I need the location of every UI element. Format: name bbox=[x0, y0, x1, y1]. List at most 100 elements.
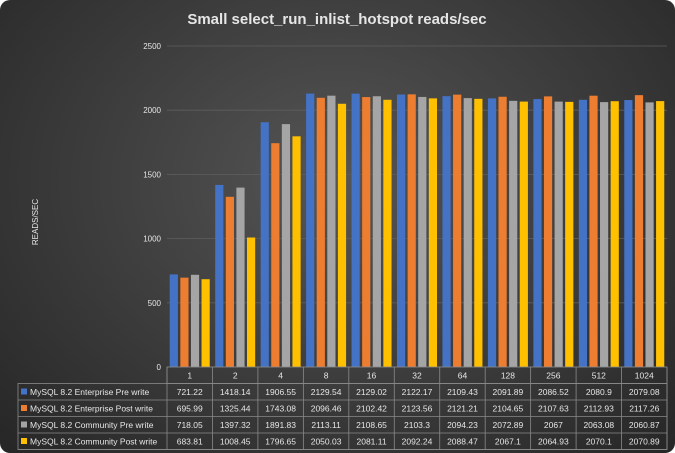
bar-2-7 bbox=[509, 100, 518, 367]
bar-2-9 bbox=[600, 102, 609, 367]
data-label: 2121.21 bbox=[447, 404, 478, 414]
legend-entry: MySQL 8.2 Community Post write bbox=[30, 437, 157, 447]
bar-1-2 bbox=[271, 143, 280, 367]
data-label: 1891.83 bbox=[265, 420, 296, 430]
data-label: 1906.55 bbox=[265, 387, 296, 397]
x-tick-label: 1024 bbox=[635, 371, 654, 381]
bar-1-6 bbox=[453, 94, 462, 368]
data-label: 2104.65 bbox=[493, 404, 524, 414]
bar-0-3 bbox=[306, 93, 315, 367]
y-tick-label: 0 bbox=[157, 363, 162, 372]
bar-1-7 bbox=[498, 96, 507, 367]
data-label: 2072.89 bbox=[493, 420, 524, 430]
bar-3-10 bbox=[656, 101, 665, 368]
bar-0-5 bbox=[397, 94, 406, 368]
x-tick-label: 128 bbox=[501, 371, 515, 381]
data-label: 2123.56 bbox=[402, 404, 433, 414]
bar-2-10 bbox=[645, 102, 654, 368]
data-label: 2060.87 bbox=[629, 420, 660, 430]
data-label: 2107.63 bbox=[538, 404, 569, 414]
bar-3-8 bbox=[565, 101, 574, 368]
data-label: 2050.03 bbox=[311, 437, 342, 447]
data-label: 721.22 bbox=[177, 387, 203, 397]
data-label: 2063.08 bbox=[583, 420, 614, 430]
data-label: 2091.89 bbox=[493, 387, 524, 397]
legend-swatch bbox=[21, 438, 27, 444]
data-label: 2070.89 bbox=[629, 437, 660, 447]
bar-1-5 bbox=[407, 94, 416, 367]
bar-2-8 bbox=[554, 101, 563, 367]
bar-2-0 bbox=[190, 274, 200, 367]
bar-2-4 bbox=[372, 96, 381, 368]
data-label: 2067 bbox=[544, 420, 563, 430]
y-tick-label: 1000 bbox=[143, 235, 161, 244]
bar-1-0 bbox=[180, 277, 189, 367]
x-tick-label: 32 bbox=[412, 371, 422, 381]
x-tick-label: 64 bbox=[458, 371, 468, 381]
bar-1-8 bbox=[543, 96, 553, 367]
y-tick-label: 1500 bbox=[143, 170, 161, 179]
legend-swatch bbox=[21, 421, 27, 428]
bar-0-2 bbox=[260, 122, 269, 368]
data-label: 2122.17 bbox=[402, 387, 433, 397]
data-label: 1397.32 bbox=[220, 420, 251, 430]
bar-3-6 bbox=[474, 98, 483, 367]
x-tick-label: 512 bbox=[592, 371, 606, 381]
chart-title: Small select_run_inlist_hotspot reads/se… bbox=[187, 11, 486, 28]
data-label: 2094.23 bbox=[447, 420, 478, 430]
bar-2-6 bbox=[463, 98, 472, 368]
bar-2-2 bbox=[281, 124, 291, 368]
x-tick-label: 4 bbox=[278, 371, 283, 381]
bar-3-1 bbox=[246, 237, 256, 367]
bar-0-6 bbox=[442, 96, 451, 368]
data-label: 1008.45 bbox=[220, 437, 251, 447]
bar-0-4 bbox=[351, 93, 360, 367]
bar-2-3 bbox=[327, 95, 336, 368]
bar-2-5 bbox=[418, 96, 427, 367]
bar-3-7 bbox=[519, 101, 528, 368]
bar-0-9 bbox=[578, 99, 588, 367]
data-label: 2070.1 bbox=[586, 437, 612, 447]
data-label: 2117.26 bbox=[629, 404, 659, 414]
x-tick-label: 16 bbox=[367, 371, 377, 381]
bar-3-2 bbox=[292, 136, 301, 367]
legend-swatch bbox=[21, 405, 27, 411]
bar-1-4 bbox=[362, 97, 371, 368]
bar-0-0 bbox=[169, 274, 178, 367]
y-axis-label: READS/SEC bbox=[31, 199, 40, 245]
data-label: 718.05 bbox=[177, 420, 203, 430]
legend-swatch bbox=[21, 388, 27, 395]
data-label: 2067.1 bbox=[495, 437, 521, 447]
y-tick-label: 2500 bbox=[143, 42, 161, 51]
y-tick-label: 2000 bbox=[143, 106, 161, 115]
bar-0-1 bbox=[215, 184, 224, 367]
data-label: 2096.46 bbox=[311, 404, 342, 414]
data-label: 2064.93 bbox=[538, 437, 569, 447]
data-label: 695.99 bbox=[177, 404, 203, 414]
y-tick-label: 500 bbox=[148, 299, 162, 308]
data-label: 2080.9 bbox=[586, 387, 612, 397]
legend-entry: MySQL 8.2 Community Pre write bbox=[30, 420, 154, 430]
bar-3-9 bbox=[610, 101, 619, 367]
bar-3-0 bbox=[201, 279, 210, 367]
data-label: 2086.52 bbox=[538, 387, 569, 397]
legend-entry: MySQL 8.2 Enterprise Pre write bbox=[30, 387, 149, 397]
data-label: 1796.65 bbox=[265, 437, 296, 447]
bar-3-3 bbox=[337, 103, 347, 367]
bar-3-5 bbox=[428, 98, 437, 367]
bar-1-9 bbox=[589, 95, 598, 367]
x-tick-label: 256 bbox=[546, 371, 560, 381]
bar-0-7 bbox=[487, 98, 497, 368]
data-label: 2129.02 bbox=[356, 387, 387, 397]
data-label: 2102.42 bbox=[356, 404, 387, 414]
bar-0-10 bbox=[624, 100, 633, 367]
data-label: 2103.3 bbox=[404, 420, 430, 430]
data-label: 1325.44 bbox=[220, 404, 251, 414]
data-label: 2092.24 bbox=[402, 437, 433, 447]
x-tick-label: 2 bbox=[233, 371, 238, 381]
bar-1-1 bbox=[225, 196, 234, 367]
data-label: 2109.43 bbox=[447, 387, 478, 397]
legend-entry: MySQL 8.2 Enterprise Post write bbox=[30, 404, 153, 414]
data-label: 683.81 bbox=[177, 437, 203, 447]
